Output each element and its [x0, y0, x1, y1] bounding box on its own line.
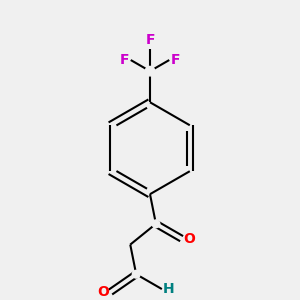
Text: F: F: [171, 53, 180, 67]
Circle shape: [152, 220, 160, 228]
Text: F: F: [145, 33, 155, 47]
Circle shape: [145, 66, 155, 76]
Text: H: H: [163, 282, 174, 296]
Text: O: O: [183, 232, 195, 246]
Text: F: F: [120, 53, 129, 67]
Circle shape: [132, 270, 140, 278]
Text: O: O: [97, 285, 109, 299]
